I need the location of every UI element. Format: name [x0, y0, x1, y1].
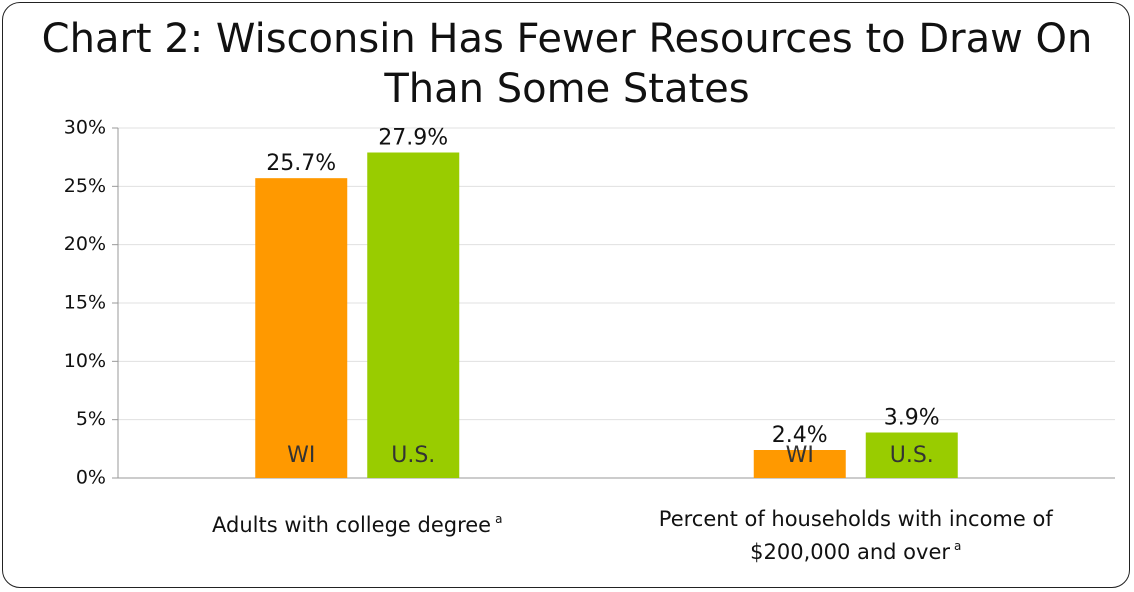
y-tick-label: 25% — [64, 175, 106, 197]
data-label: 2.4% — [772, 423, 828, 448]
bar — [367, 152, 460, 478]
bar — [255, 178, 348, 478]
y-tick-label: 5% — [76, 408, 106, 430]
category-name: Adults with college degree — [212, 513, 492, 537]
x-tick-label: Percent of households with income of $20… — [641, 506, 1071, 566]
y-tick-label: 30% — [64, 117, 106, 139]
data-label: 25.7% — [266, 151, 336, 176]
y-tick-label: 20% — [64, 233, 106, 255]
data-label: 27.9% — [378, 126, 448, 151]
series-label: WI — [287, 443, 315, 468]
y-tick-label: 10% — [64, 350, 106, 372]
bar — [865, 432, 958, 478]
x-tick-label: Adults with college degree a — [207, 506, 507, 539]
chart-title: Chart 2: Wisconsin Has Fewer Resources t… — [41, 16, 1093, 112]
bar — [753, 450, 846, 478]
y-tick-label: 0% — [76, 467, 106, 489]
series-label: U.S. — [890, 443, 934, 468]
series-label: WI — [786, 443, 814, 468]
series-label: U.S. — [391, 443, 435, 468]
footnote-marker: a — [495, 512, 503, 526]
data-label: 3.9% — [884, 406, 940, 431]
category-name: Percent of households with income of $20… — [658, 507, 1053, 564]
footnote-marker: a — [954, 539, 962, 553]
y-tick-label: 15% — [64, 292, 106, 314]
